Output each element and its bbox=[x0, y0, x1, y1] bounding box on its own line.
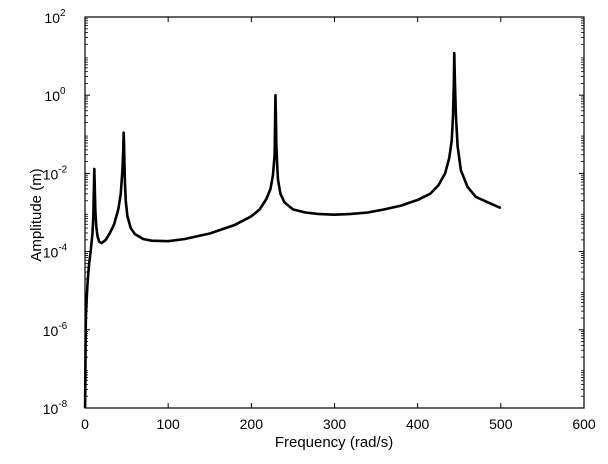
x-tick-label: 300 bbox=[323, 416, 347, 432]
x-tick-label: 600 bbox=[572, 416, 596, 432]
y-tick-label: 100 bbox=[44, 86, 66, 104]
axes bbox=[84, 16, 585, 409]
plot-frame bbox=[84, 16, 585, 409]
x-tick-label: 200 bbox=[240, 416, 264, 432]
x-tick-label: 100 bbox=[156, 416, 180, 432]
y-axis-label: Amplitude (m) bbox=[28, 168, 45, 261]
y-tick-label: 10-8 bbox=[43, 399, 68, 417]
x-tick-label: 0 bbox=[81, 416, 89, 432]
y-tick-label: 10-2 bbox=[43, 164, 68, 182]
x-tick-label: 500 bbox=[489, 416, 513, 432]
series bbox=[83, 51, 502, 409]
y-tick-label: 102 bbox=[44, 8, 66, 26]
y-tick-label: 10-4 bbox=[43, 243, 68, 261]
x-tick-label: 400 bbox=[406, 416, 430, 432]
x-axis-label: Frequency (rad/s) bbox=[275, 434, 393, 451]
y-tick-label: 10-6 bbox=[43, 321, 68, 339]
ticks: 0 100 200 300 400 500 600 10-8 10-6 10-4 10-2 100 10… bbox=[43, 8, 596, 432]
series-line-0 bbox=[83, 51, 502, 409]
